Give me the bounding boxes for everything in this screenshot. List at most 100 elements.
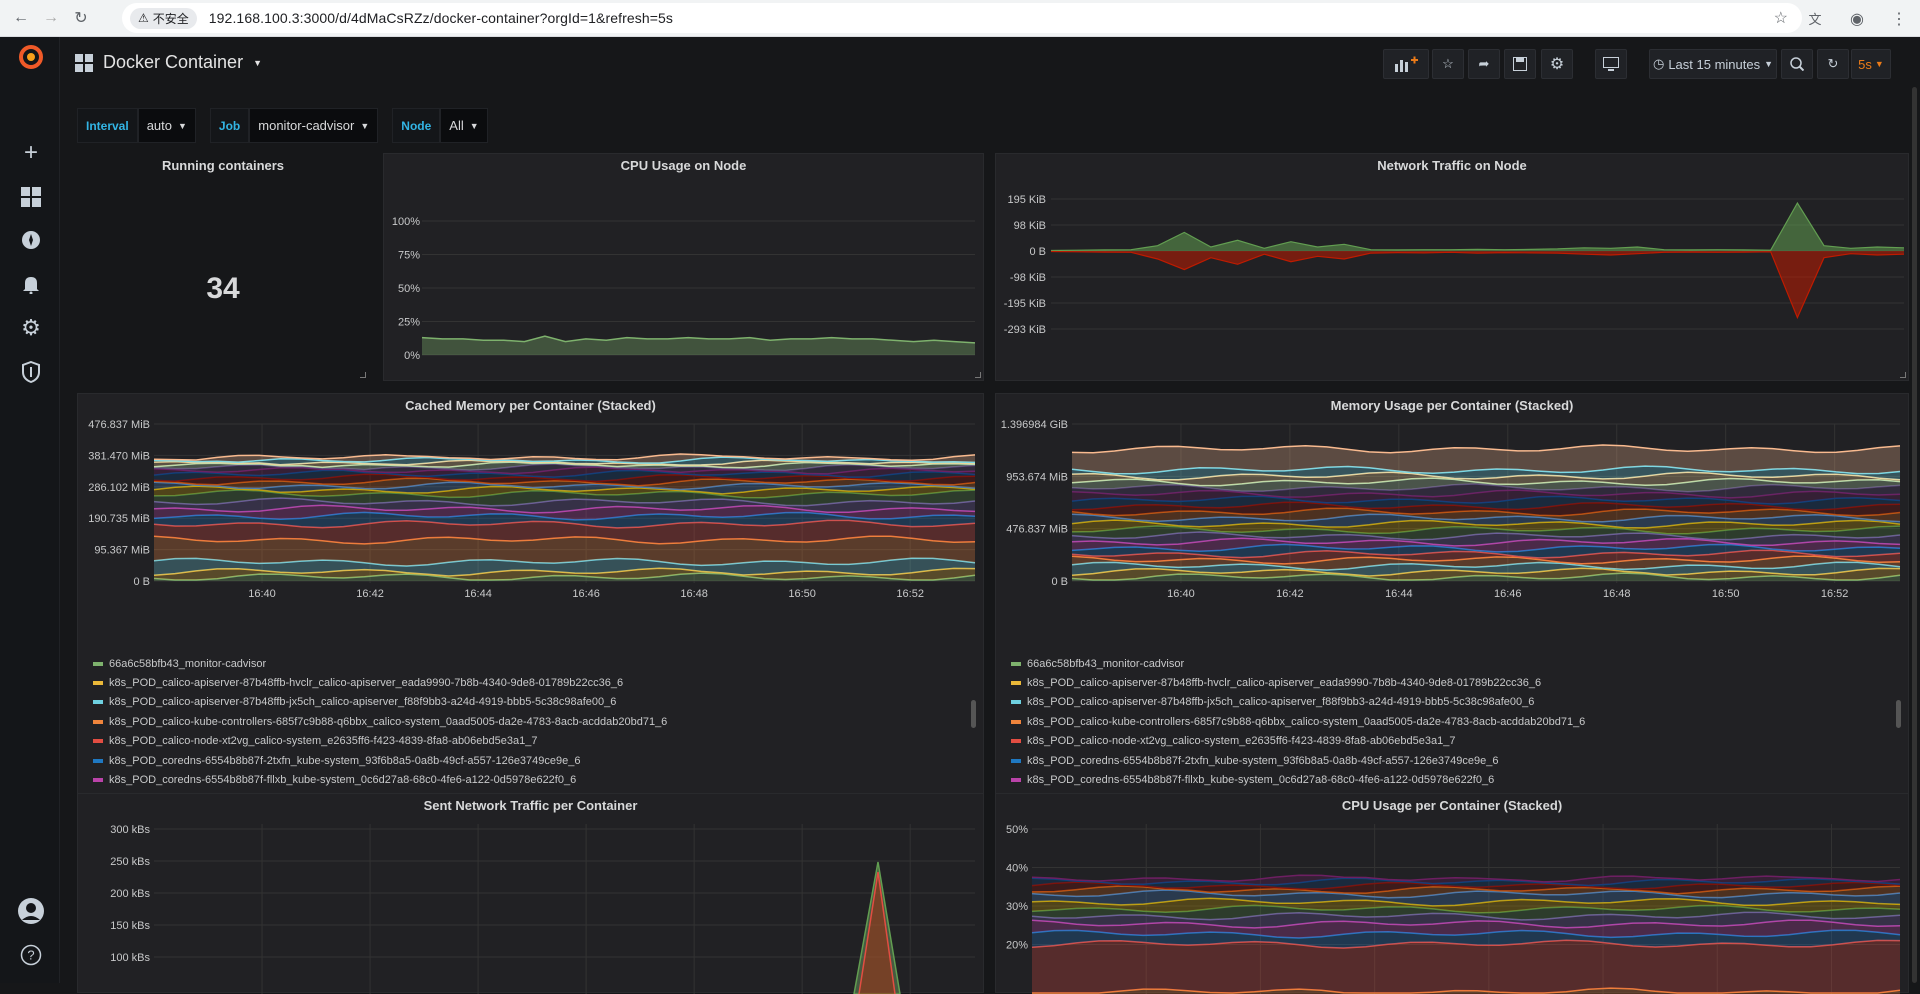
help-icon[interactable]: ? xyxy=(15,939,47,971)
stack-band xyxy=(1032,875,1900,886)
page-scrollbar[interactable] xyxy=(1912,87,1917,983)
insecure-badge[interactable]: ⚠ 不安全 xyxy=(130,7,197,29)
cpu-usage-node-chart[interactable]: 100% 75% 50% 25% 0% xyxy=(384,154,985,382)
star-icon[interactable]: ☆ xyxy=(1773,10,1788,27)
legend-item[interactable]: k8s_POD_calico-apiserver-87b48ffb-jx5ch_… xyxy=(93,693,667,712)
panel-title[interactable]: CPU Usage on Node xyxy=(620,158,747,173)
legend-item[interactable]: k8s_POD_coredns-6554b8b87f-2txfn_kube-sy… xyxy=(1011,751,1585,770)
legend-item[interactable]: k8s_POD_calico-apiserver-87b48ffb-hvclr_… xyxy=(93,673,667,692)
variable-value: All xyxy=(449,118,464,133)
resize-handle[interactable] xyxy=(1900,372,1906,378)
server-admin-shield-icon[interactable] xyxy=(15,356,47,388)
panel-title[interactable]: Network Traffic on Node xyxy=(1377,158,1527,173)
cpu-container-chart[interactable]: 50% 40% 30% 20% xyxy=(996,794,1910,994)
forward-icon[interactable]: → xyxy=(43,9,59,26)
stack-band xyxy=(1072,502,1900,516)
legend-item[interactable]: k8s_POD_calico-node-xt2vg_calico-system_… xyxy=(1011,732,1585,751)
x-tick-label: 16:42 xyxy=(356,588,384,600)
reload-icon[interactable]: ↻ xyxy=(74,10,88,27)
legend-item[interactable]: k8s_POD_coredns-6554b8b87f-fllxb_kube-sy… xyxy=(93,770,667,789)
network-traffic-node-chart[interactable]: 195 KiB 98 KiB 0 B -98 KiB -195 KiB -293 KiB xyxy=(996,154,1910,382)
legend-item[interactable]: k8s_POD_coredns-6554b8b87f-fllxb_kube-sy… xyxy=(1011,770,1585,789)
grafana-logo-icon[interactable] xyxy=(15,41,47,73)
add-panel-button[interactable] xyxy=(1383,49,1429,79)
time-picker-button[interactable]: ◷ Last 15 minutes ▼ xyxy=(1649,49,1777,79)
y-tick-label: 30% xyxy=(1006,901,1028,913)
legend-item[interactable]: k8s_POD_calico-node-xt2vg_calico-system_… xyxy=(93,732,667,751)
legend-scrollbar[interactable] xyxy=(1896,700,1901,728)
x-tick-label: 16:48 xyxy=(680,588,708,600)
panel-cpu-usage-container[interactable]: CPU Usage per Container (Stacked) 50% 40%… xyxy=(995,793,1910,994)
panel-running-containers[interactable]: Running containers 34 xyxy=(77,153,369,381)
y-tick-label: 98 KiB xyxy=(1014,220,1046,232)
stack-line xyxy=(1071,477,1901,487)
sent-network-chart[interactable]: 300 kBs 250 kBs 200 kBs 150 kBs 100 kBs xyxy=(78,794,985,994)
translate-icon[interactable]: 文 xyxy=(1808,12,1822,27)
share-button[interactable]: ➦ xyxy=(1468,49,1500,79)
variable-dropdown-job[interactable]: monitor-cadvisor ▼ xyxy=(249,108,379,143)
dashboards-icon[interactable] xyxy=(15,181,47,213)
variable-dropdown-interval[interactable]: auto ▼ xyxy=(137,108,196,143)
panel-title[interactable]: Memory Usage per Container (Stacked) xyxy=(1330,398,1574,413)
refresh-icon: ↻ xyxy=(1827,56,1839,71)
legend-item[interactable]: k8s_POD_calico-kube-controllers-685f7c9b… xyxy=(93,712,667,731)
refresh-button[interactable]: ↻ xyxy=(1817,49,1849,79)
stack-band xyxy=(1072,526,1900,540)
star-icon: ☆ xyxy=(1442,56,1454,71)
address-bar[interactable]: ⚠ 不安全 192.168.100.3:3000/d/4dMaCsRZz/doc… xyxy=(122,3,1802,33)
user-avatar-icon[interactable] xyxy=(15,895,47,927)
stack-line xyxy=(1031,877,1901,887)
cached-memory-chart[interactable]: 476.837 MiB 381.470 MiB 286.102 MiB 190.735… xyxy=(78,394,985,624)
warning-icon: ⚠ xyxy=(138,11,149,25)
resize-handle[interactable] xyxy=(360,372,366,378)
legend-item[interactable]: k8s_POD_calico-apiserver-87b48ffb-hvclr_… xyxy=(1011,673,1585,692)
menu-icon[interactable]: ⋮ xyxy=(1891,10,1907,28)
url-text[interactable]: 192.168.100.3:3000/d/4dMaCsRZz/docker-co… xyxy=(208,10,673,26)
panel-cpu-usage-node[interactable]: CPU Usage on Node 100% 75% 50% 25% 0% xyxy=(383,153,984,381)
stack-line xyxy=(153,504,976,514)
y-tick-label: 100 kBs xyxy=(110,952,150,964)
stack-line xyxy=(1031,874,1901,883)
legend-scrollbar[interactable] xyxy=(971,700,976,728)
explore-icon[interactable] xyxy=(15,224,47,256)
stack-band xyxy=(154,467,975,478)
panel-cached-memory[interactable]: Cached Memory per Container (Stacked) 47… xyxy=(77,393,984,817)
stack-band xyxy=(154,505,975,520)
variable-node: Node All ▼ xyxy=(392,108,488,143)
panel-title[interactable]: Cached Memory per Container (Stacked) xyxy=(405,398,656,413)
legend-item[interactable]: 66a6c58bfb43_monitor-cadvisor xyxy=(1011,654,1585,673)
legend-label: k8s_POD_calico-node-xt2vg_calico-system_… xyxy=(109,735,538,748)
settings-button[interactable]: ⚙ xyxy=(1541,49,1573,79)
create-icon[interactable]: + xyxy=(23,139,38,166)
legend-item[interactable]: 66a6c58bfb43_monitor-cadvisor xyxy=(93,654,667,673)
panel-memory-usage[interactable]: Memory Usage per Container (Stacked) 1.3… xyxy=(995,393,1909,817)
refresh-interval-picker[interactable]: 5s ▼ xyxy=(1851,49,1891,79)
cycle-view-mode-button[interactable] xyxy=(1595,49,1627,79)
panel-title[interactable]: Sent Network Traffic per Container xyxy=(423,798,638,813)
profile-icon[interactable]: ◉ xyxy=(1850,10,1864,28)
dashboard-main: Docker Container ▼ ☆ ➦ ⚙ ◷ Last 15 minut… xyxy=(60,37,1920,994)
legend-item[interactable]: k8s_POD_coredns-6554b8b87f-2txfn_kube-sy… xyxy=(93,751,667,770)
stack-line xyxy=(153,461,976,469)
star-dashboard-button[interactable]: ☆ xyxy=(1432,49,1464,79)
caret-down-icon: ▼ xyxy=(253,57,262,68)
legend-swatch xyxy=(93,700,103,705)
configuration-gear-icon[interactable]: ⚙ xyxy=(21,315,41,340)
panel-title[interactable]: CPU Usage per Container (Stacked) xyxy=(1341,798,1563,813)
dashboard-title-picker[interactable]: Docker Container ▼ xyxy=(75,52,262,73)
back-icon[interactable]: ← xyxy=(13,9,29,26)
variable-dropdown-node[interactable]: All ▼ xyxy=(440,108,488,143)
legend-item[interactable]: k8s_POD_calico-apiserver-87b48ffb-jx5ch_… xyxy=(1011,693,1585,712)
zoom-out-button[interactable] xyxy=(1781,49,1813,79)
legend-label: k8s_POD_coredns-6554b8b87f-2txfn_kube-sy… xyxy=(109,754,581,767)
alerting-bell-icon[interactable] xyxy=(15,268,47,300)
panel-network-traffic-node[interactable]: Network Traffic on Node 195 KiB 98 KiB 0 B… xyxy=(995,153,1909,381)
legend-swatch xyxy=(1011,700,1021,705)
resize-handle[interactable] xyxy=(975,372,981,378)
memory-usage-chart[interactable]: 1.396984 GiB 953.674 MiB 476.837 MiB 0 B 16:… xyxy=(996,394,1910,624)
stack-line xyxy=(1031,929,1901,939)
legend-item[interactable]: k8s_POD_calico-kube-controllers-685f7c9b… xyxy=(1011,712,1585,731)
panel-sent-network-traffic[interactable]: Sent Network Traffic per Container 300 k… xyxy=(77,793,985,994)
save-button[interactable] xyxy=(1504,49,1536,79)
panel-title[interactable]: Running containers xyxy=(161,158,285,173)
